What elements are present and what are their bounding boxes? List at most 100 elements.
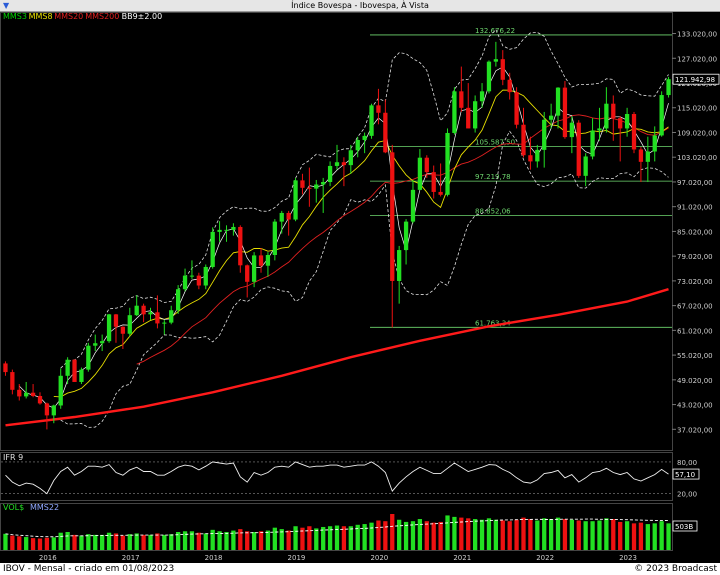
volume-bar: [611, 519, 616, 550]
window-title: Índice Bovespa - Ibovespa, À Vista: [291, 1, 429, 10]
candle-body: [473, 101, 478, 129]
candle-body: [397, 250, 402, 281]
volume-value-label: 503B: [675, 523, 693, 531]
candle-body: [58, 375, 63, 406]
mms3-line: [19, 66, 669, 409]
volume-bar: [72, 534, 77, 550]
volume-bar: [58, 532, 63, 550]
volume-bar: [162, 534, 167, 550]
volume-bar: [341, 526, 347, 550]
volume-bar: [44, 537, 50, 550]
volume-bar: [507, 521, 512, 550]
price-panel-frame: [0, 12, 673, 451]
stock-chart[interactable]: 133.020,00127.020,00121.020,00115.020,00…: [0, 12, 720, 563]
candle-body: [466, 107, 471, 129]
candle-body: [327, 165, 333, 183]
footer-left: IBOV - Mensal - criado em 01/08/2023: [3, 564, 175, 574]
volume-bar: [500, 520, 505, 550]
volume-bar: [286, 530, 291, 550]
volume-bar: [279, 529, 284, 550]
ifr-label: IFR 9: [3, 453, 23, 462]
volume-bar: [445, 515, 450, 550]
x-year-label: 2023: [619, 554, 637, 562]
volume-bar: [141, 534, 146, 550]
candle-body: [590, 130, 595, 157]
volume-bar: [452, 516, 457, 550]
volume-bar: [410, 521, 416, 550]
candle-body: [286, 212, 291, 220]
candle-body: [438, 191, 443, 195]
y-tick-label: 55.020,00: [677, 352, 713, 360]
volume-bar: [307, 526, 312, 550]
candle-body: [100, 341, 105, 344]
candle-body: [196, 275, 201, 286]
candle-body: [618, 118, 623, 129]
candle-body: [666, 79, 671, 96]
candle-body: [238, 226, 243, 266]
candle-body: [245, 265, 250, 282]
candle-body: [479, 91, 485, 102]
chevron-down-icon[interactable]: ▼: [3, 1, 10, 10]
legend-bb: BB9±2.00: [122, 12, 163, 21]
volume-bar: [224, 532, 229, 550]
candle-body: [514, 92, 519, 125]
volume-bar: [100, 534, 105, 550]
y-tick-label: 109.020,00: [677, 129, 717, 137]
volume-bar: [106, 532, 112, 550]
candle-body: [528, 155, 533, 162]
candle-body: [424, 157, 429, 173]
candle-body: [3, 363, 8, 373]
candle-body: [535, 149, 540, 162]
volume-bar: [182, 531, 188, 550]
x-year-label: 2019: [288, 554, 306, 562]
mms200-line: [5, 288, 669, 427]
volume-bar: [604, 518, 609, 550]
candle-body: [307, 187, 312, 189]
volume-bar: [86, 534, 91, 550]
y-tick-label: 103.020,00: [677, 154, 717, 162]
candle-body: [417, 157, 423, 190]
candle-body: [210, 231, 215, 267]
volume-bar: [590, 521, 595, 550]
fibonacci-level-label: 105.587,50: [475, 139, 515, 147]
volume-bar: [334, 525, 340, 550]
candle-body: [203, 266, 208, 286]
candle-body: [93, 343, 98, 346]
candle-body: [355, 139, 360, 151]
candle-body: [37, 395, 43, 404]
candle-body: [452, 91, 457, 133]
mms20-line: [136, 114, 669, 365]
volume-bar: [479, 519, 485, 550]
candle-body: [258, 255, 264, 266]
candle-body: [445, 132, 450, 195]
volume-bar: [3, 533, 8, 550]
volume-bar: [148, 534, 153, 550]
candle-body: [486, 61, 492, 92]
volume-bar: [355, 524, 360, 550]
footer-right: © 2023 Broadcast: [634, 564, 717, 574]
y-tick-label: 115.020,00: [677, 105, 717, 113]
candle-body: [189, 275, 195, 277]
volume-bar: [514, 519, 519, 550]
status-footer: IBOV - Mensal - criado em 01/08/2023 © 2…: [0, 563, 720, 575]
volume-bar: [272, 527, 277, 550]
y-tick-label: 61.020,00: [677, 327, 713, 335]
candle-body: [30, 392, 36, 396]
volume-bar: [397, 519, 402, 550]
volume-bar: [231, 530, 236, 550]
candle-body: [583, 156, 588, 176]
volume-bar: [24, 537, 29, 550]
candle-body: [293, 180, 298, 220]
volume-bar: [631, 523, 637, 550]
candle-body: [224, 229, 229, 231]
legend-mms3: MMS3: [3, 12, 27, 21]
fibonacci-level-label: 88.852,06: [475, 208, 511, 216]
candle-body: [645, 151, 650, 162]
volume-bar: [155, 533, 160, 550]
y-tick-label: 133.020,00: [677, 31, 717, 39]
candle-body: [659, 95, 664, 136]
candle-body: [175, 289, 181, 311]
volume-bar: [17, 536, 22, 550]
volume-bar: [293, 526, 298, 550]
candle-body: [341, 162, 347, 166]
